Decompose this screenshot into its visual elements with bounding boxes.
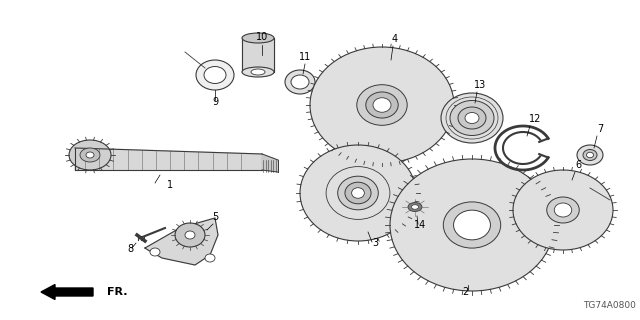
Ellipse shape <box>458 107 486 129</box>
Ellipse shape <box>351 188 364 198</box>
Ellipse shape <box>204 67 226 84</box>
Text: 2: 2 <box>462 287 468 297</box>
Ellipse shape <box>577 145 603 165</box>
Polygon shape <box>75 148 267 170</box>
Ellipse shape <box>401 198 429 216</box>
Ellipse shape <box>366 92 398 118</box>
Ellipse shape <box>150 248 160 256</box>
Text: 8: 8 <box>127 244 133 254</box>
Ellipse shape <box>185 231 195 239</box>
Ellipse shape <box>310 47 454 163</box>
Ellipse shape <box>454 210 490 240</box>
Polygon shape <box>242 38 274 72</box>
Ellipse shape <box>285 70 315 94</box>
Text: 12: 12 <box>529 114 541 124</box>
Text: 1: 1 <box>167 180 173 190</box>
FancyArrow shape <box>41 284 93 300</box>
Text: 10: 10 <box>256 32 268 42</box>
Ellipse shape <box>345 182 371 204</box>
Ellipse shape <box>583 149 597 161</box>
Ellipse shape <box>80 148 100 162</box>
Ellipse shape <box>357 85 407 125</box>
Text: 4: 4 <box>392 34 398 44</box>
Polygon shape <box>262 154 278 172</box>
Ellipse shape <box>69 140 111 170</box>
Ellipse shape <box>444 202 500 248</box>
Ellipse shape <box>86 152 94 158</box>
Ellipse shape <box>242 67 274 77</box>
Text: TG74A0800: TG74A0800 <box>584 301 636 310</box>
Ellipse shape <box>196 60 234 90</box>
Ellipse shape <box>175 223 205 247</box>
Text: 13: 13 <box>474 80 486 90</box>
Ellipse shape <box>408 203 422 212</box>
Text: 6: 6 <box>575 160 581 170</box>
Text: FR.: FR. <box>107 287 127 297</box>
Ellipse shape <box>513 170 613 250</box>
Text: 11: 11 <box>299 52 311 62</box>
Ellipse shape <box>338 176 378 210</box>
Text: 3: 3 <box>372 238 378 248</box>
Ellipse shape <box>242 33 274 43</box>
Ellipse shape <box>441 93 503 143</box>
Ellipse shape <box>390 159 554 291</box>
Text: 9: 9 <box>212 97 218 107</box>
Text: 14: 14 <box>414 220 426 230</box>
Ellipse shape <box>300 145 416 241</box>
Ellipse shape <box>412 205 419 209</box>
Ellipse shape <box>251 69 265 75</box>
Ellipse shape <box>547 197 579 223</box>
Text: 7: 7 <box>597 124 603 134</box>
Text: 5: 5 <box>212 212 218 222</box>
Ellipse shape <box>373 98 391 112</box>
Ellipse shape <box>450 100 494 135</box>
Polygon shape <box>145 218 218 265</box>
Ellipse shape <box>291 75 309 89</box>
Ellipse shape <box>465 113 479 124</box>
Ellipse shape <box>586 152 593 158</box>
Ellipse shape <box>554 203 572 217</box>
Ellipse shape <box>205 254 215 262</box>
